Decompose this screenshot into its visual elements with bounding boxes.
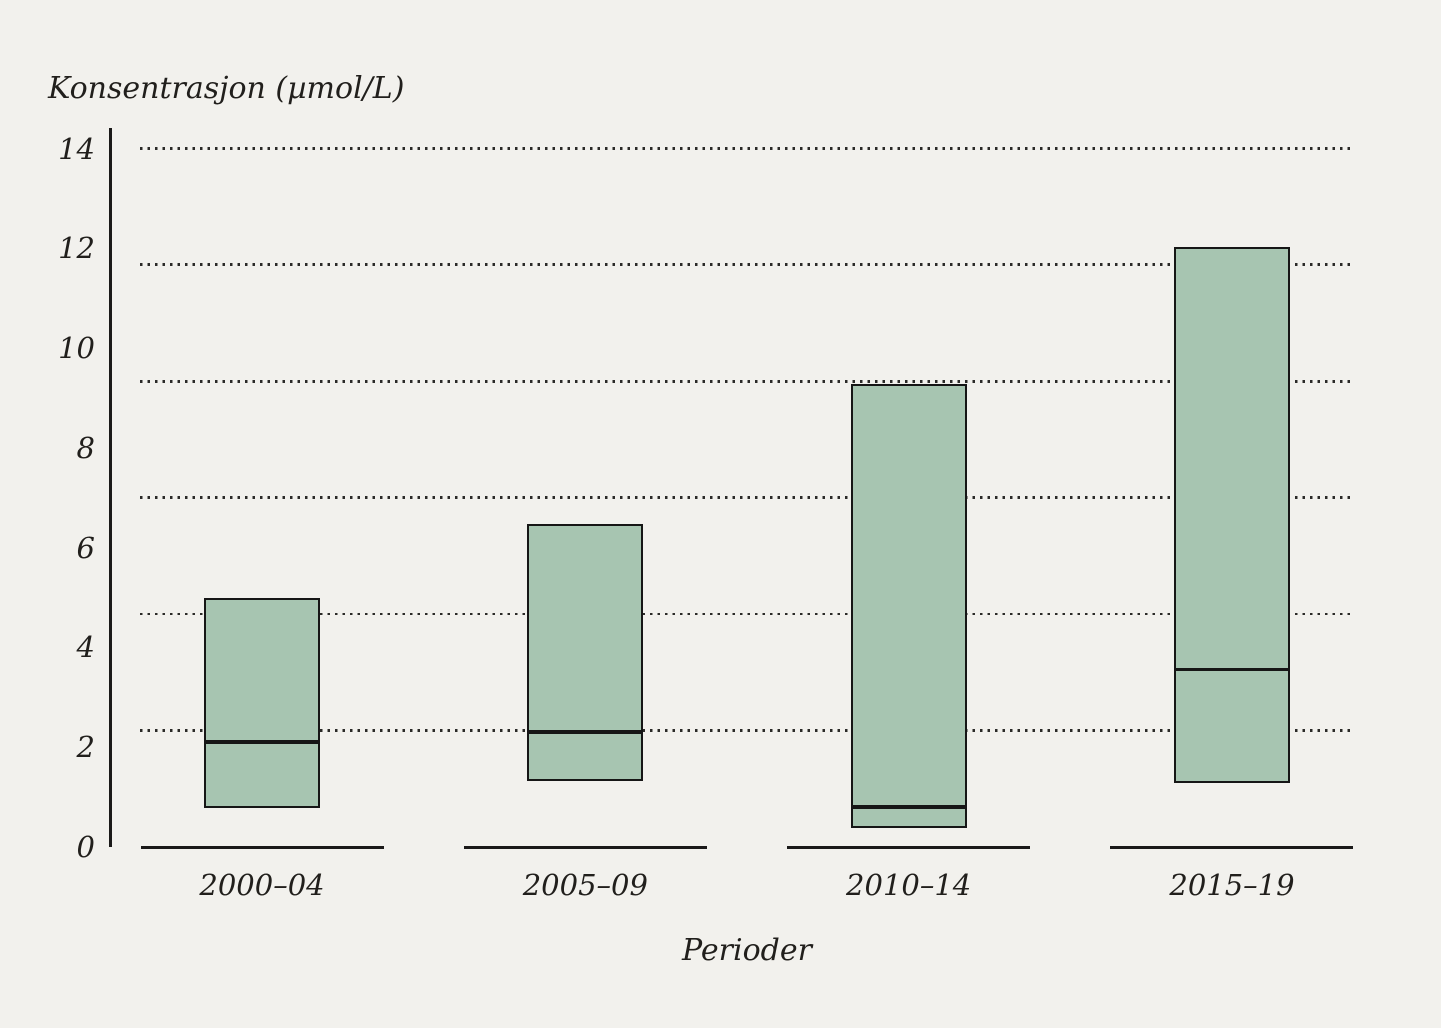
x-tick-label: 2000–04 (199, 868, 325, 902)
gridline (140, 380, 1355, 383)
x-axis-title: Perioder (682, 933, 812, 968)
x-tick-label: 2015–19 (1169, 868, 1295, 902)
y-axis-line (109, 128, 112, 847)
y-tick-label: 12 (58, 231, 95, 266)
x-tick-label: 2010–14 (846, 868, 972, 902)
median-line (527, 730, 644, 734)
category-baseline (140, 845, 384, 849)
x-tick-label: 2005–09 (522, 868, 648, 902)
gridline (140, 729, 1355, 732)
y-tick-label: 4 (76, 630, 95, 665)
gridline (140, 496, 1355, 499)
category-baseline (787, 845, 1031, 849)
y-tick-label: 0 (76, 829, 95, 864)
y-tick-label: 8 (76, 430, 95, 465)
range-box (1173, 246, 1290, 784)
y-tick-label: 6 (76, 530, 95, 565)
category-baseline (1110, 845, 1354, 849)
range-box (850, 384, 967, 829)
median-line (850, 805, 967, 809)
y-tick-label: 10 (58, 331, 95, 366)
y-tick-label: 2 (76, 729, 95, 764)
gridline (140, 147, 1355, 150)
y-axis-title: Konsentrasjon (µmol/L) (48, 71, 405, 106)
range-box (527, 523, 644, 781)
y-tick-label: 14 (58, 131, 95, 166)
gridline (140, 263, 1355, 267)
median-line (1173, 667, 1290, 672)
range-box (204, 598, 320, 809)
category-baseline (463, 845, 707, 849)
median-line (204, 740, 320, 744)
gridline (140, 612, 1355, 616)
